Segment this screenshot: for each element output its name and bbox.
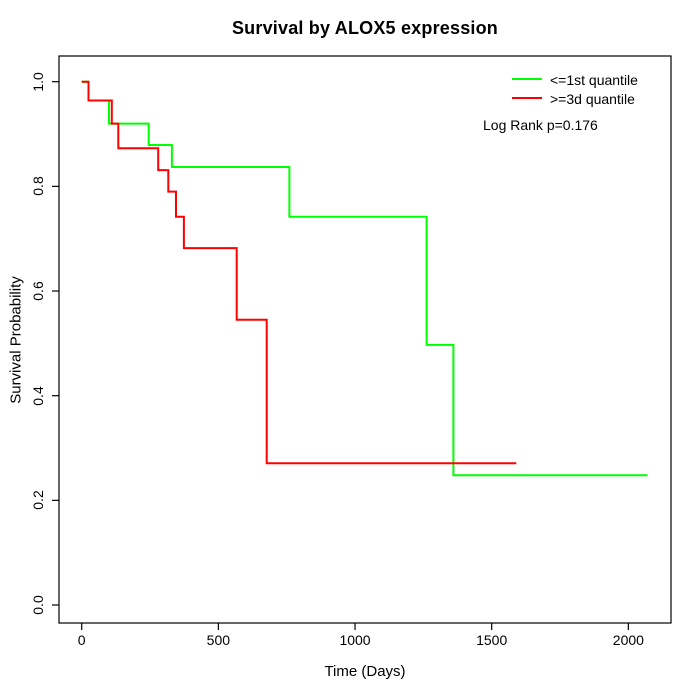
x-axis-label: Time (Days) (324, 663, 406, 680)
km-curve-high-expression (81, 80, 517, 465)
legend-item-red-label: >=3d quantile (550, 91, 635, 107)
km-curve-low-expression (81, 80, 648, 477)
x-tick-label: 500 (206, 632, 231, 648)
y-tick-label: 0.8 (30, 176, 46, 197)
y-tick-label: 0.4 (30, 385, 46, 406)
x-tick-label: 1000 (339, 632, 371, 648)
y-tick-label: 0.6 (30, 281, 46, 301)
y-axis-label: Survival Probability (7, 276, 25, 404)
legend-item-green-label: <=1st quantile (550, 72, 638, 88)
y-tick-label: 1.0 (30, 71, 46, 92)
x-tick-label: 1500 (476, 632, 508, 648)
y-tick-label: 0.2 (30, 490, 46, 511)
x-tick-label: 0 (77, 632, 86, 648)
log-rank-annotation: Log Rank p=0.176 (483, 117, 598, 133)
plot-box (58, 55, 672, 624)
y-tick-label: 0.0 (30, 595, 46, 615)
x-tick-label: 2000 (612, 632, 644, 648)
chart-title: Survival by ALOX5 expression (231, 18, 499, 38)
